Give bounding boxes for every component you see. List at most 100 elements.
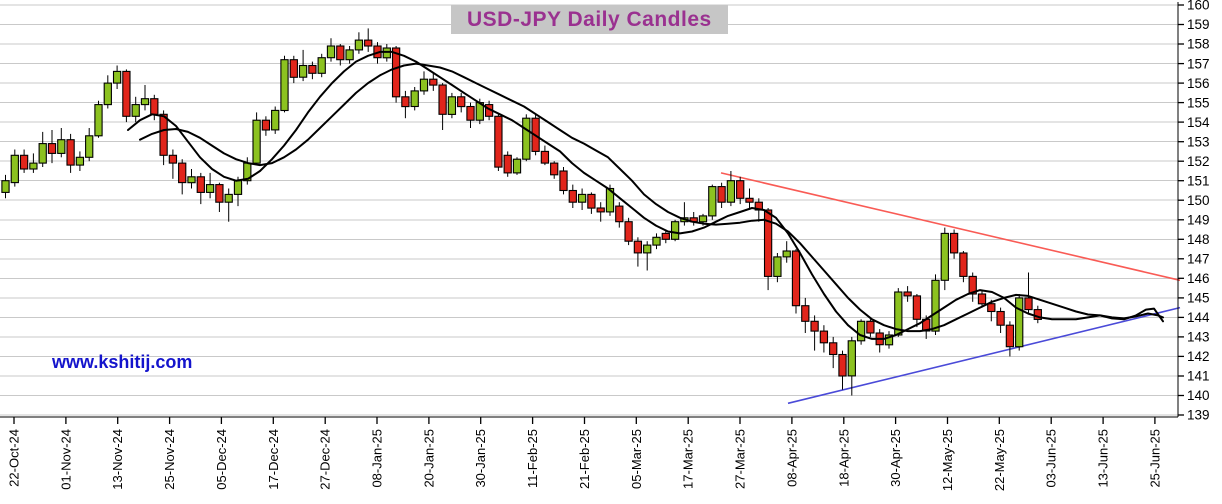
candle: [75, 151, 85, 171]
candle: [680, 202, 689, 226]
candle-body-down: [615, 205, 624, 223]
candle-body-down: [122, 70, 131, 117]
candle: [94, 100, 103, 138]
candle-body-down: [596, 207, 605, 213]
candle-body-down: [745, 197, 754, 203]
candle-body-down: [503, 154, 512, 174]
trendlines-group: [720, 172, 1181, 405]
candle: [271, 106, 280, 134]
candle: [670, 219, 680, 242]
candle-body-down: [763, 209, 773, 277]
candle-body-up: [10, 154, 19, 184]
candle-body-down: [47, 143, 57, 154]
candle: [810, 315, 819, 351]
x-tick-label: 18-Apr-25: [836, 429, 851, 487]
candle: [345, 46, 354, 64]
candle: [940, 227, 949, 291]
x-tick-label: 27-Dec-24: [318, 429, 333, 490]
x-tick-label: 05-Dec-24: [214, 429, 229, 490]
candle: [977, 290, 987, 308]
x-tick-label: 22-May-25: [992, 429, 1007, 491]
candle: [205, 172, 215, 199]
candle-body-down: [308, 64, 317, 74]
y-tick-label: 151: [1187, 173, 1210, 188]
candle: [122, 69, 131, 123]
x-tick-label: 21-Feb-25: [577, 429, 592, 489]
candle: [1033, 305, 1042, 324]
candle-body-down: [959, 252, 968, 277]
candle-body-up: [856, 320, 866, 342]
candle: [689, 212, 698, 226]
candle-body-down: [150, 98, 159, 115]
x-tick-label: 30-Jan-25: [473, 429, 488, 488]
candle-body-up: [512, 158, 522, 174]
candle: [38, 131, 47, 167]
candle: [633, 237, 643, 267]
chart-title: USD-JPY Daily Candles: [451, 5, 728, 34]
candle: [615, 202, 624, 228]
candle: [829, 336, 838, 369]
candle: [140, 85, 150, 111]
candle-body-down: [19, 154, 29, 170]
candle: [884, 331, 894, 349]
candle: [298, 49, 308, 82]
candle-body-up: [522, 117, 531, 160]
candle: [187, 169, 196, 189]
x-tick-label: 12-May-25: [940, 429, 955, 491]
y-tick-label: 160: [1187, 0, 1210, 13]
candle-body-down: [66, 139, 75, 166]
candle-body-down: [903, 291, 912, 297]
candle-body-up: [29, 162, 38, 170]
x-tick-label: 01-Nov-24: [58, 429, 73, 490]
candle-body-up: [577, 193, 587, 203]
candle: [1, 174, 10, 199]
candle: [791, 249, 801, 314]
candle-body-up: [884, 334, 894, 346]
x-tick-label: 13-Jun-25: [1096, 429, 1111, 488]
candle-body-down: [364, 39, 373, 47]
x-tick-label: 08-Jan-25: [370, 429, 385, 488]
candle-body-down: [261, 119, 271, 131]
candle-body-up: [605, 187, 615, 213]
x-tick-label: 05-Mar-25: [629, 429, 644, 489]
candle: [959, 251, 968, 283]
x-tick-label: 17-Mar-25: [681, 429, 696, 489]
candle-body-down: [559, 170, 568, 192]
candle-body-down: [949, 232, 959, 254]
y-tick-label: 146: [1187, 271, 1210, 286]
candle: [308, 61, 317, 80]
candle: [717, 182, 726, 208]
candle-body-up: [708, 186, 717, 217]
candle-body-up: [354, 39, 364, 51]
candle-body-down: [819, 330, 829, 344]
candle-body-up: [112, 70, 122, 84]
candle: [1024, 272, 1033, 314]
candle: [866, 319, 875, 337]
candle-body-up: [103, 82, 112, 106]
candle: [410, 87, 419, 111]
y-tick-label: 143: [1187, 330, 1210, 345]
candle: [819, 325, 829, 353]
candle-body-up: [698, 215, 708, 223]
candle: [522, 114, 531, 162]
candle-body-down: [996, 310, 1005, 326]
candle-body-up: [298, 64, 308, 78]
candle-body-down: [159, 113, 168, 156]
candle: [252, 112, 261, 166]
candle-body-up: [419, 78, 429, 92]
candle-body-down: [1024, 297, 1033, 311]
candle: [289, 55, 298, 84]
candle-body-up: [345, 49, 354, 61]
candle: [494, 114, 503, 171]
candle-body-up: [187, 176, 196, 184]
candle: [726, 171, 736, 207]
candle-body-up: [1, 180, 10, 193]
y-tick-label: 145: [1187, 291, 1210, 306]
candle-body-up: [410, 90, 419, 108]
candle: [168, 149, 178, 179]
x-axis-labels: 22-Oct-24 01-Nov-24 13-Nov-24 25-Nov-24 05-D…: [7, 417, 1162, 491]
candle: [643, 241, 652, 271]
candle-body-down: [429, 78, 438, 86]
y-tick-label: 156: [1187, 76, 1210, 91]
